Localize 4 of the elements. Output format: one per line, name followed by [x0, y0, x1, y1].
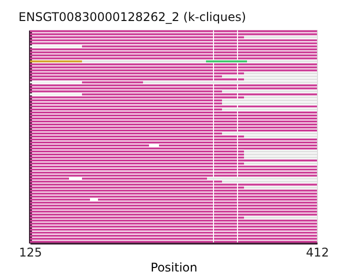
x-axis-title: Position — [150, 260, 198, 274]
x-tick-label: 125 — [19, 246, 42, 260]
chart-title: ENSGT00830000128262_2 (k-cliques) — [18, 10, 246, 24]
x-tick-label: 412 — [306, 246, 329, 260]
